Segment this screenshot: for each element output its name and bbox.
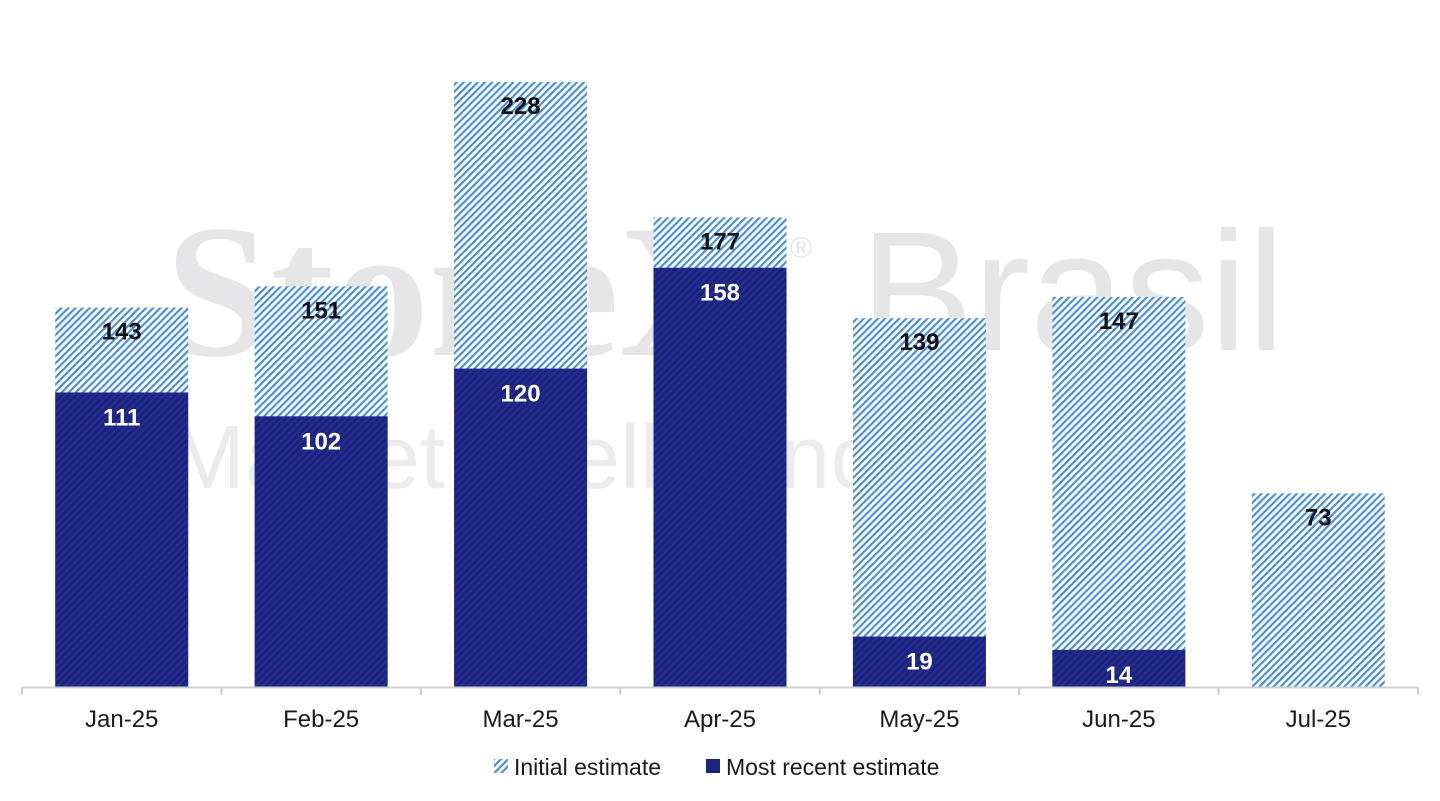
data-label-recent-may-25: 19 <box>906 649 933 676</box>
data-label-initial-jul-25: 73 <box>1305 504 1332 531</box>
x-tick-label-feb-25: Feb-25 <box>283 706 359 733</box>
x-axis <box>21 686 1419 695</box>
watermark-registered: ® <box>790 232 812 265</box>
x-tick-label-jul-25: Jul-25 <box>1286 706 1351 733</box>
bar-recent-jan-25 <box>55 392 189 687</box>
legend-swatch-recent <box>706 759 720 773</box>
data-label-initial-apr-25: 177 <box>700 228 740 255</box>
x-tick-labels: Jan-25 Feb-25 Mar-25 Apr-25 May-25 Jun-25 Jul-… <box>85 706 1351 733</box>
bar-recent-apr-25 <box>653 267 787 687</box>
data-label-recent-mar-25: 120 <box>501 381 541 408</box>
bars <box>55 82 1385 687</box>
bar-recent-may-25 <box>852 636 986 687</box>
legend-label-recent: Most recent estimate <box>726 754 939 780</box>
x-tick-label-mar-25: Mar-25 <box>483 706 559 733</box>
data-label-recent-jun-25: 14 <box>1106 662 1133 689</box>
bar-initial-may-25 <box>852 318 986 687</box>
data-label-initial-jun-25: 147 <box>1099 308 1139 335</box>
x-tick-label-may-25: May-25 <box>879 706 959 733</box>
data-labels: 143 111 151 102 228 120 177 158 139 19 147 14 73 <box>102 93 1332 689</box>
data-label-recent-feb-25: 102 <box>301 428 341 455</box>
data-label-initial-mar-25: 228 <box>501 93 541 120</box>
bar-recent-jun-25 <box>1052 649 1186 687</box>
legend: Initial estimate Most recent estimate <box>494 754 939 780</box>
data-label-initial-may-25: 139 <box>899 329 939 356</box>
data-label-recent-jan-25: 111 <box>103 404 140 431</box>
bar-initial-jul-25 <box>1251 493 1385 687</box>
bar-initial-jun-25 <box>1052 296 1186 687</box>
x-tick-label-apr-25: Apr-25 <box>684 706 756 733</box>
x-tick-label-jun-25: Jun-25 <box>1082 706 1155 733</box>
x-tick-label-jan-25: Jan-25 <box>85 706 158 733</box>
bar-recent-mar-25 <box>454 368 588 687</box>
data-label-recent-apr-25: 158 <box>700 280 740 307</box>
data-label-initial-jan-25: 143 <box>102 319 142 346</box>
legend-label-initial: Initial estimate <box>514 754 661 780</box>
data-label-initial-feb-25: 151 <box>301 297 341 324</box>
legend-swatch-initial <box>494 759 508 773</box>
bar-recent-feb-25 <box>254 416 388 687</box>
